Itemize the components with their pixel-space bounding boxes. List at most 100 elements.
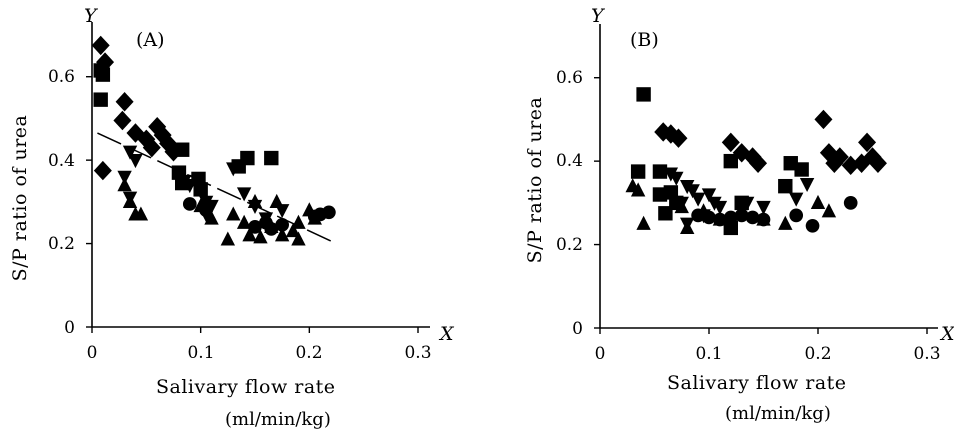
panel-b-triangle-up-point [636,215,651,230]
panel-b-diamond-point [749,153,768,173]
panel-a-x-tick-label: 0 [87,343,98,363]
panel-a-x-tick-label: 0.3 [404,343,431,363]
panel-b-circle-point [745,210,760,225]
panel-b-square-point [652,187,668,202]
panel-b-triangle-up-point [680,219,695,235]
panel-a-plot-area [86,22,430,333]
panel-b-triangle-down-point [756,200,771,215]
panel-b-square-point [658,206,673,221]
panel-b-square-point [783,156,798,171]
panel-a-triangle-up-point [285,223,301,238]
panel-b-x-axis-label: Salivary flow rate [667,372,847,394]
panel-a-y-tick-label: 0 [64,318,75,338]
panel-b-y-tick-label: 0.2 [556,235,583,255]
panel-b-circle-point [843,196,858,210]
panel-a-label: (A) [136,29,165,51]
panel-b-x-axis-unit: (ml/min/kg) [725,403,831,424]
panel-a-triangle-up-point [133,206,149,221]
panel-a-x-axis-unit: (ml/min/kg) [225,409,331,430]
panel-b-y-tick-labels: 0 0.2 0.4 0.6 [556,68,583,339]
panel-b-triangle-up-point [674,199,689,214]
panel-b-triangle-down-point [799,177,815,193]
panel-b-diamond-point [858,132,877,153]
panel-a-triangle-up-point [274,227,290,242]
panel-b-square-point [778,178,793,194]
panel-b-x-tick-label: 0.3 [913,344,940,364]
panel-a-triangle-down-point [226,162,241,177]
panel-b-square-point [723,153,738,169]
panel-b-y-axis-letter: Y [591,5,606,27]
panel-a-y-axis-label: S/P ratio of urea [9,115,31,282]
panel-a-square-point [174,142,190,157]
panel-b-triangle-down-point [669,171,684,186]
panel-b-square-point [636,87,651,102]
panel-b-triangle-up-point [810,194,826,209]
panel-a-y-axis-letter: Y [84,5,99,27]
panel-b-plot-area [594,24,938,334]
panel-b-circle-point [756,212,771,227]
panel-a-triangle-up-point [242,227,257,242]
panel-a-square-point [193,182,208,197]
panel-a-triangle-up-point [236,214,252,229]
panel-a-square-point [93,92,108,107]
panel-a-y-tick-label: 0.2 [48,234,75,254]
panel-b-diamond-point [669,128,688,148]
panel-a-square-point [95,67,111,82]
panel-a-diamond-point [93,160,112,181]
panel-a-y-tick-label: 0.4 [48,151,75,171]
panel-a-circle-point [182,197,197,211]
panel-b-triangle-down-point [712,200,728,215]
panel-a-x-tick-labels: 0 0.1 0.2 0.3 [87,343,432,363]
panel-a-y-tick-labels: 0 0.2 0.4 0.6 [48,67,75,338]
panel-b-x-tick-label: 0 [595,344,606,364]
panel-a-diamond-point [91,35,110,56]
panel-b-x-tick-labels: 0 0.1 0.2 0.3 [595,344,941,364]
panel-a-diamond-point [142,137,161,158]
panel-a-circle-point [199,203,213,218]
panel-a-x-tick-label: 0.1 [187,343,214,363]
panel-a-circle-point [275,217,290,232]
panel-b-square-point [630,164,646,179]
panel-a-triangle-up-point [247,193,263,208]
panel-b-diamond-point [868,153,887,173]
panel-a-triangle-up-point [117,177,132,192]
panel-a-triangle-up-point [291,214,306,229]
panel-b-circle-point [734,208,749,223]
panel-a-circle-point [264,222,279,236]
panel-b-diamond-point [721,132,740,153]
panel-b-triangle-up-point [778,215,793,230]
panel-b-x-axis-letter: X [939,323,954,345]
panel-a-square-point [264,150,279,166]
panel-a-y-tick-label: 0.6 [48,67,75,87]
panel-b-triangle-down-point [739,196,755,211]
panel-b-x-tick-label: 0.1 [695,344,722,364]
panel-b-triangle-up-point [821,203,837,218]
panel-b-x-tick-label: 0.2 [804,344,831,364]
panel-b-y-tick-label: 0.6 [556,68,583,88]
panel-a-triangle-up-point [291,231,306,246]
panel-b-circle-point [713,212,727,227]
panel-a-x-tick-label: 0.2 [295,343,322,363]
panel-b-y-tick-label: 0.4 [556,151,583,171]
panel-a-triangle-down-point [236,187,252,202]
panel-b-diamond-point [830,147,849,167]
panel-a-x-axis-label: Salivary flow rate [156,376,336,398]
panel-b-triangle-down-point [701,188,717,203]
panel-a-triangle-up-point [269,193,284,208]
panel-a-diamond-point [113,110,132,131]
panel-b: Y (B) S/P ratio of urea 0 0.2 0.4 0.6 0 … [524,5,954,424]
panel-a-x-axis-letter: X [438,323,455,345]
panel-a-triangle-down-point [122,145,138,160]
panel-a: Y (A) S/P ratio of urea 0 0.2 0.4 0.6 0 … [9,5,455,430]
panel-a-triangle-up-point [253,229,268,244]
panel-b-square-point [652,164,668,179]
panel-b-triangle-down-point [690,192,706,207]
panel-b-circle-point [723,210,738,225]
panel-b-circle-point [702,210,716,225]
panel-a-diamond-point [96,52,115,72]
panel-b-square-point [794,162,809,177]
panel-b-circle-point [789,208,804,223]
panel-a-diamond-point [115,92,134,112]
